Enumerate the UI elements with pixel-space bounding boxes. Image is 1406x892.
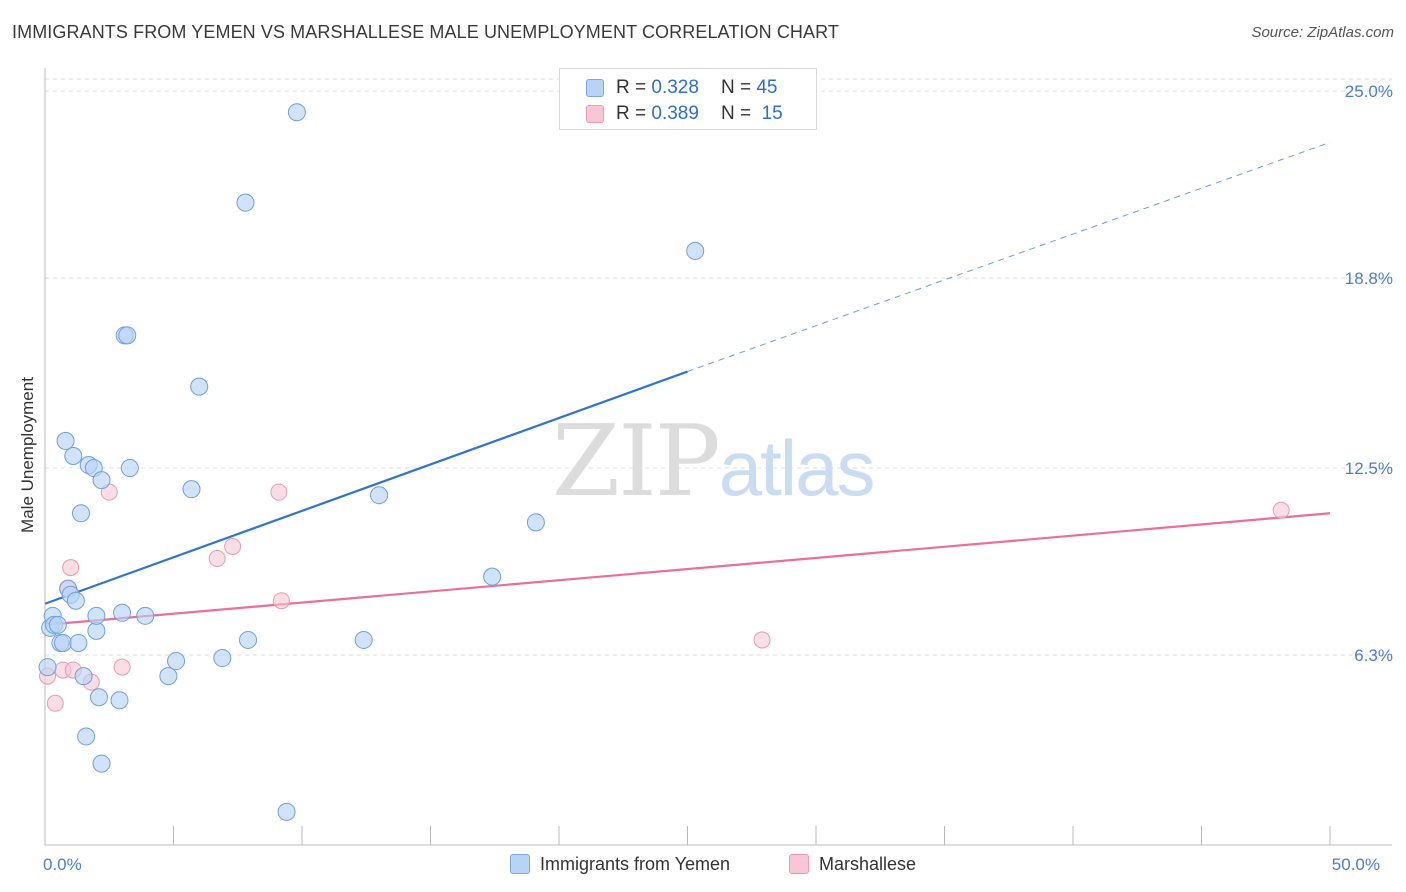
point-marshallese (270, 483, 288, 501)
point-marshallese (224, 537, 242, 555)
point-yemen (69, 633, 88, 652)
bottom-legend-swatch-yemen (510, 854, 530, 874)
legend-n-value-yemen: 45 (756, 77, 778, 98)
point-yemen (236, 193, 255, 212)
point-marshallese (1272, 501, 1290, 519)
point-yemen (190, 377, 209, 396)
point-marshallese (208, 550, 226, 568)
point-yemen (38, 658, 57, 677)
legend-r-label: R = (616, 103, 647, 124)
watermark: ZIPatlas (552, 405, 876, 519)
bottom-legend-swatch-marshallese (789, 854, 809, 874)
point-yemen (167, 652, 186, 671)
chart-title: IMMIGRANTS FROM YEMEN VS MARSHALLESE MAL… (12, 22, 839, 42)
trend-lines (44, 141, 1331, 626)
point-yemen (71, 504, 90, 523)
bottom-legend-yemen: Immigrants from Yemen (510, 852, 730, 876)
point-yemen (159, 667, 178, 686)
point-yemen (87, 621, 106, 640)
point-yemen (277, 802, 296, 821)
point-yemen (213, 649, 232, 668)
trend-line-yemen-projection (687, 141, 1331, 373)
point-yemen (182, 480, 201, 499)
point-yemen (686, 241, 705, 260)
point-marshallese (272, 592, 290, 610)
point-yemen (483, 567, 502, 586)
x-tick-label: 50.0% (1332, 855, 1380, 874)
point-yemen (48, 615, 67, 634)
point-yemen (87, 606, 106, 625)
y-tick-label: 25.0% (1345, 82, 1393, 101)
point-yemen (113, 603, 132, 622)
legend-swatch-marshallese (586, 105, 604, 123)
bottom-legend-label-yemen: Immigrants from Yemen (540, 853, 731, 874)
trend-line-marshallese (44, 512, 1331, 626)
legend-n-value-marshallese: 15 (761, 103, 783, 124)
point-yemen (64, 446, 83, 465)
point-yemen (66, 591, 85, 610)
watermark-atlas: atlas (718, 424, 876, 512)
point-yemen (89, 688, 108, 707)
legend-n-label: N = (720, 103, 752, 124)
point-yemen (56, 431, 75, 450)
legend-r-label: R = (616, 77, 647, 98)
point-yemen (77, 727, 96, 746)
bottom-legend-marshallese: Marshallese (789, 852, 916, 876)
tick-labels: 6.3% 12.5% 18.8% 25.0% 0.0% 50.0% (43, 82, 1393, 874)
point-marshallese (113, 658, 131, 676)
point-yemen (526, 513, 545, 532)
point-yemen (92, 471, 111, 490)
data-points (38, 103, 1290, 821)
bottom-legend-label-marshallese: Marshallese (819, 853, 917, 874)
legend-r-value-marshallese: 0.389 (651, 103, 699, 124)
legend-row-marshallese: R = 0.389 N = 15 (586, 103, 783, 125)
source-label: Source: ZipAtlas.com (1251, 24, 1394, 41)
point-yemen (136, 606, 155, 625)
x-tick-label: 0.0% (43, 855, 82, 874)
point-yemen (120, 459, 139, 478)
trend-line-yemen (44, 370, 688, 605)
y-tick-label: 6.3% (1354, 646, 1393, 665)
point-yemen (110, 691, 129, 710)
gridlines (45, 78, 1392, 656)
legend-r-value-yemen: 0.328 (651, 77, 699, 98)
y-tick-label: 18.8% (1345, 269, 1393, 288)
point-yemen (239, 630, 258, 649)
correlation-legend: R = 0.328 N = 45 R = 0.389 N = 15 (559, 68, 817, 130)
legend-n-label: N = (720, 77, 752, 98)
y-axis-label: Male Unemployment (18, 377, 37, 533)
point-yemen (354, 630, 373, 649)
point-yemen (287, 103, 306, 122)
point-marshallese (753, 631, 771, 649)
point-yemen (118, 326, 137, 345)
point-yemen (92, 754, 111, 773)
watermark-zip: ZIP (552, 405, 721, 519)
point-yemen (53, 633, 72, 652)
legend-row-yemen: R = 0.328 N = 45 (586, 77, 777, 99)
point-marshallese (46, 694, 64, 712)
point-yemen (370, 486, 389, 505)
legend-swatch-yemen (586, 79, 604, 97)
point-yemen (74, 667, 93, 686)
y-tick-label: 12.5% (1345, 459, 1393, 478)
point-marshallese (62, 559, 80, 577)
axes (44, 68, 1392, 846)
